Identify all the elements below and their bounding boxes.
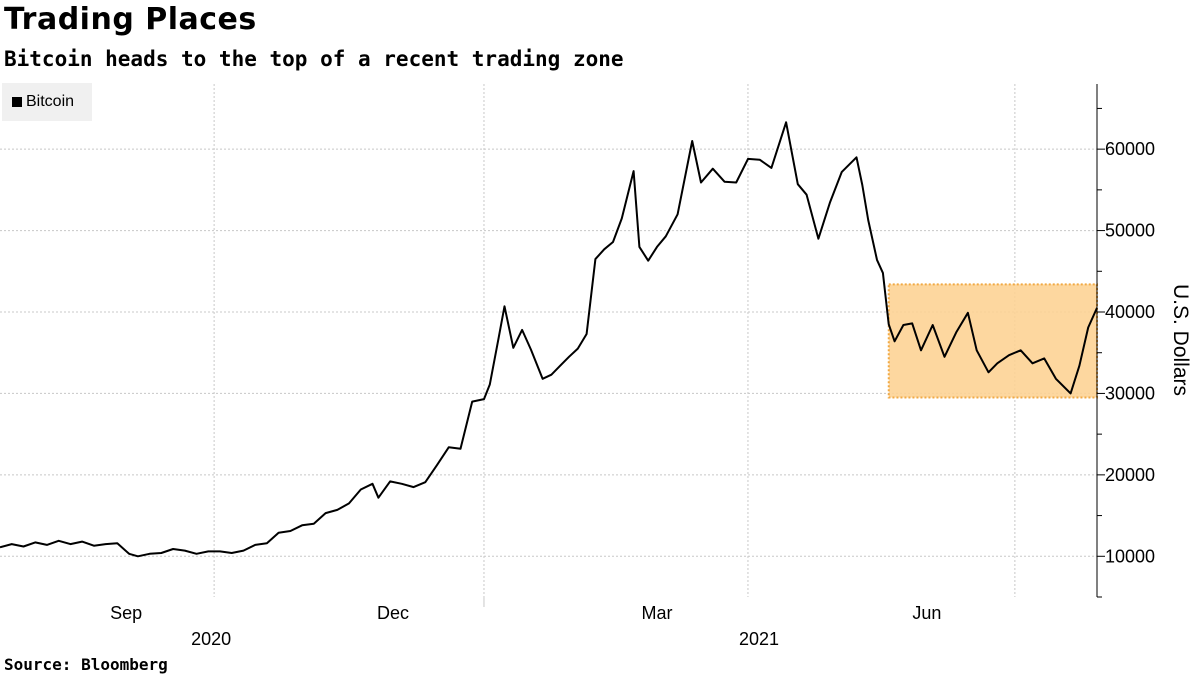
y-tick-label: 40000 <box>1105 302 1155 322</box>
legend-swatch-bitcoin <box>12 97 22 107</box>
source-note: Source: Bloomberg <box>4 655 168 674</box>
y-tick-label: 30000 <box>1105 383 1155 403</box>
y-axis: 10000 20000 30000 40000 50000 60000 <box>1096 84 1155 598</box>
x-tick-label: Sep <box>110 603 142 623</box>
chart-subtitle: Bitcoin heads to the top of a recent tra… <box>4 47 624 71</box>
x-year-label: 2021 <box>739 629 779 649</box>
legend-label-bitcoin: Bitcoin <box>26 93 75 110</box>
bitcoin-series-line <box>0 121 1098 558</box>
x-tick-label: Dec <box>377 603 409 623</box>
x-axis: Sep Dec Mar Jun 2020 2021 <box>110 597 941 649</box>
y-axis-label: U.S. Dollars <box>1169 284 1192 396</box>
trading-zone-highlight <box>887 283 1098 399</box>
x-year-label: 2020 <box>191 629 231 649</box>
y-tick-label: 20000 <box>1105 465 1155 485</box>
gridlines <box>0 84 1097 597</box>
chart-title: Trading Places <box>4 2 257 37</box>
legend: Bitcoin <box>2 83 92 121</box>
x-tick-label: Jun <box>912 603 941 623</box>
x-tick-label: Mar <box>642 603 673 623</box>
y-tick-label: 60000 <box>1105 139 1155 159</box>
y-tick-label: 10000 <box>1105 546 1155 566</box>
y-tick-label: 50000 <box>1105 221 1155 241</box>
